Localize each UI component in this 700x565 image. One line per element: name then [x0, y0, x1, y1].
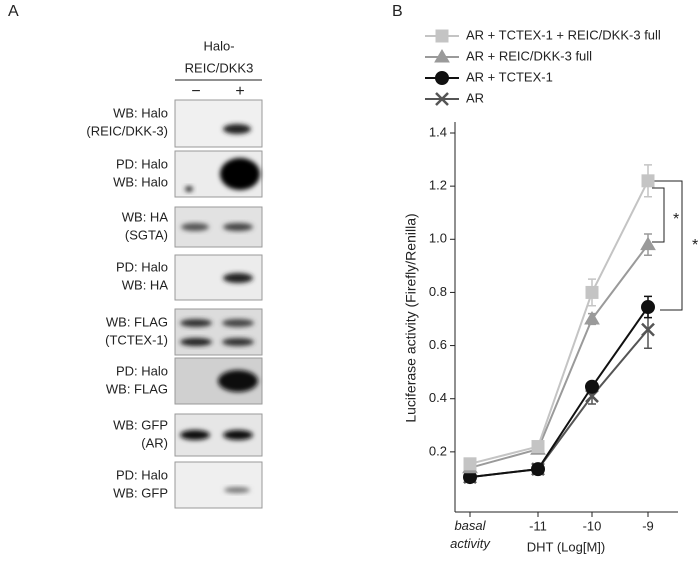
x-tick-label: basal activity [450, 518, 491, 551]
blot-label: WB: FLAG [106, 381, 168, 396]
line [469, 306, 649, 479]
marker [585, 379, 599, 394]
header-line: REIC/DKK3 [185, 60, 254, 75]
x-axis-label: DHT (Log[M]) [527, 539, 606, 554]
blot-label: PD: Halo [116, 259, 168, 274]
marker [584, 311, 600, 325]
marker [585, 285, 599, 299]
y-tick-label: 1.2 [429, 178, 447, 193]
marker [641, 322, 655, 337]
annotation: * [692, 237, 698, 254]
blot-label: (AR) [141, 435, 168, 450]
bracket [652, 187, 665, 243]
y-tick-label: 0.8 [429, 284, 447, 299]
line [469, 243, 649, 469]
x-tick-label: -9 [642, 518, 654, 533]
blot-label: PD: Halo [116, 467, 168, 482]
panel-label: B [392, 3, 403, 20]
bracket [652, 180, 683, 311]
lane-label: + [235, 83, 244, 100]
marker [435, 71, 449, 85]
y-tick-label: 1.0 [429, 231, 447, 246]
legend-label: AR [466, 90, 484, 105]
blot-label: PD: Halo [116, 363, 168, 378]
marker [435, 29, 449, 43]
y-tick-label: 0.2 [429, 443, 447, 458]
marker [434, 49, 450, 63]
blot-label: WB: HA [122, 209, 169, 224]
y-tick-label: 1.4 [429, 124, 447, 139]
marker [531, 440, 545, 454]
marker [641, 300, 655, 315]
legend-label: AR + TCTEX-1 + REIC/DKK-3 full [466, 27, 661, 42]
blot-label: (REIC/DKK-3) [86, 123, 168, 138]
header-line: Halo- [203, 38, 234, 53]
marker [435, 92, 449, 106]
x-tick-label: -10 [583, 518, 602, 533]
blot-label: WB: Halo [113, 105, 168, 120]
blot-label: (TCTEX-1) [105, 332, 168, 347]
legend-label: AR + TCTEX-1 [466, 69, 553, 84]
blot-label: WB: GFP [113, 485, 168, 500]
lane-label: − [191, 83, 200, 100]
annotation: * [673, 211, 679, 228]
blot-label: WB: Halo [113, 174, 168, 189]
blot-label: WB: HA [122, 277, 169, 292]
blot-label: PD: Halo [116, 156, 168, 171]
panel-label: A [8, 3, 19, 20]
x-tick-label: -11 [529, 518, 547, 533]
blots [174, 99, 263, 509]
blot-label: WB: GFP [113, 417, 168, 432]
y-tick-label: 0.6 [429, 337, 447, 352]
line [469, 180, 649, 465]
line [469, 328, 649, 479]
y-tick-label: 0.4 [429, 390, 447, 405]
series [463, 295, 655, 485]
legend-label: AR + REIC/DKK-3 full [466, 48, 592, 63]
marker [641, 174, 655, 188]
marker [531, 462, 545, 477]
blot-label: WB: FLAG [106, 314, 168, 329]
y-axis-label: Luciferase activity (Firefly/Renilla) [403, 213, 419, 422]
marker [463, 457, 477, 471]
blot-label: (SGTA) [125, 227, 168, 242]
series [463, 164, 655, 471]
marker [640, 236, 656, 251]
